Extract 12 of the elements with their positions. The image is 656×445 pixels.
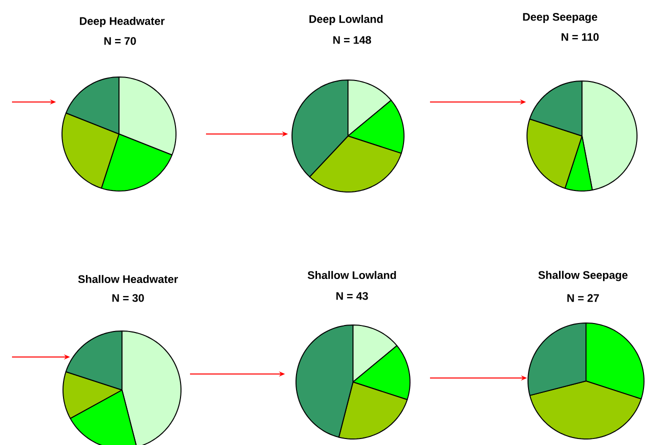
chart-title: Deep Lowland (309, 14, 383, 26)
chart-subtitle: N = 110 (562, 33, 599, 41)
chart-title: Shallow Lowland (308, 270, 396, 280)
chart-subtitle: N = 27 (567, 294, 599, 302)
chart-title: Deep Seepage (523, 12, 598, 23)
chart-subtitle: N = 148 (333, 36, 372, 44)
chart-title: Deep Headwater (80, 16, 165, 28)
chart-title: Shallow Headwater (78, 274, 178, 284)
chart-subtitle: N = 70 (104, 37, 136, 45)
chart-title: Shallow Seepage (538, 270, 628, 282)
chart-subtitle: N = 43 (336, 292, 368, 300)
chart-subtitle: N = 30 (112, 294, 144, 302)
